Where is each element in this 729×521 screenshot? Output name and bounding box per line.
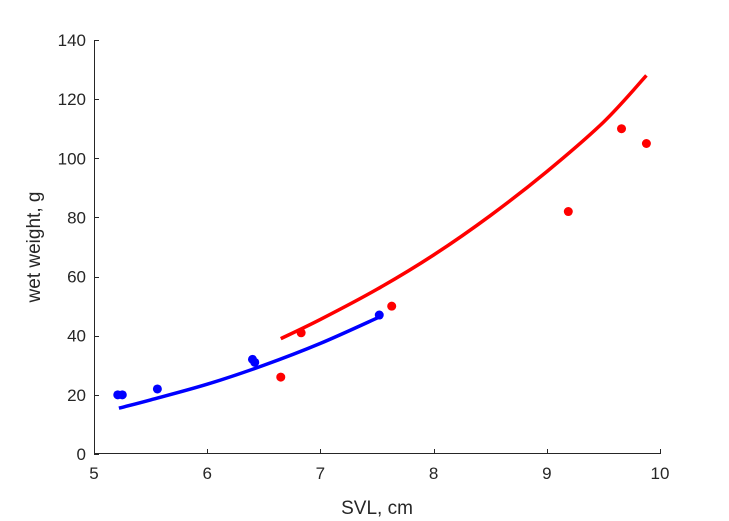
blue-data-point [152, 384, 162, 394]
blue-data-point [250, 357, 260, 367]
y-tick-label: 20 [67, 386, 86, 405]
y-tick-label: 40 [67, 327, 86, 346]
y-tick-label: 80 [67, 208, 86, 227]
blue-data-point [117, 390, 127, 400]
x-axis-label: SVL, cm [341, 498, 413, 519]
red-data-point [563, 207, 573, 217]
y-axis-label: wet weight, g [24, 192, 45, 304]
x-tick-label: 10 [651, 464, 670, 483]
x-tick-label: 6 [202, 464, 211, 483]
y-tick-label: 140 [58, 31, 86, 50]
blue-data-point [374, 310, 384, 320]
red-data-point [387, 301, 397, 311]
axes [94, 40, 660, 454]
x-tick-label: 7 [316, 464, 325, 483]
y-tick-label: 100 [58, 149, 86, 168]
y-tick-label: 120 [58, 90, 86, 109]
fit-curves [118, 74, 648, 410]
red-data-point [617, 124, 627, 134]
x-tick-label: 8 [429, 464, 438, 483]
red-data-point [296, 328, 306, 338]
red-data-point [641, 139, 651, 148]
x-tick-label: 5 [89, 464, 98, 483]
y-tick-label: 0 [77, 445, 86, 464]
red-fit-curve [280, 74, 648, 341]
x-tick-label: 9 [542, 464, 551, 483]
blue-fit-curve [118, 315, 380, 410]
y-tick-label: 60 [67, 268, 86, 287]
red-data-point [276, 372, 286, 382]
data-points [113, 124, 651, 400]
